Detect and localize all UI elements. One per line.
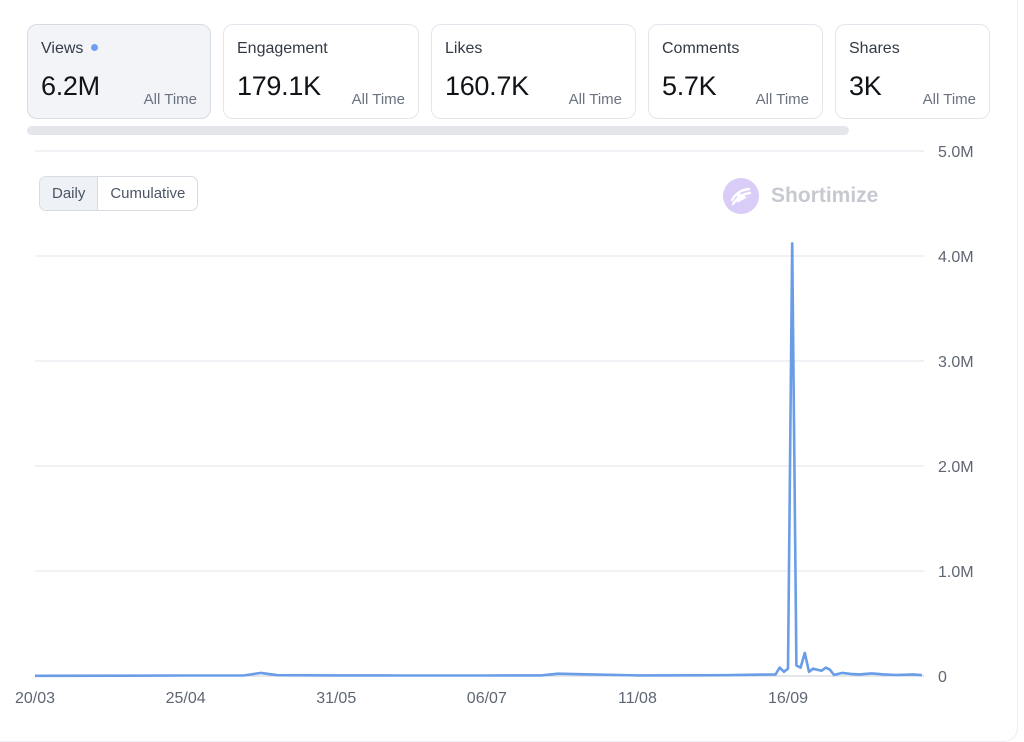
watermark: Shortimize — [723, 178, 878, 214]
metric-period-shares: All Time — [922, 91, 976, 108]
metric-period-likes: All Time — [568, 91, 622, 108]
y-tick-label: 2.0M — [938, 459, 974, 476]
view-mode-toggle: Daily Cumulative — [39, 176, 199, 211]
x-tick-label: 16/09 — [768, 690, 808, 707]
metric-value-shares: 3K — [849, 71, 882, 101]
metric-card-views[interactable]: Views 6.2M All Time — [27, 24, 211, 119]
watermark-brand: Shortimize — [771, 184, 879, 207]
metric-period-engagement: All Time — [351, 91, 405, 108]
y-tick-label: 4.0M — [938, 249, 974, 266]
metric-value-likes: 160.7K — [445, 71, 529, 101]
metric-period-comments: All Time — [755, 91, 809, 108]
y-tick-label: 3.0M — [938, 354, 974, 371]
metric-label-shares: Shares — [849, 40, 900, 57]
x-tick-label: 11/08 — [618, 690, 657, 707]
y-tick-label: 5.0M — [938, 144, 974, 161]
metric-card-shares[interactable]: Shares 3K All Time — [835, 24, 990, 119]
metric-label-likes: Likes — [445, 40, 483, 57]
views-series-line — [34, 242, 923, 678]
metric-value-comments: 5.7K — [662, 71, 717, 101]
metric-value-engagement: 179.1K — [237, 71, 321, 101]
y-tick-label: 0 — [938, 669, 947, 686]
metric-label-comments: Comments — [662, 40, 740, 57]
play-swoosh-icon — [723, 178, 759, 214]
toggle-cumulative[interactable]: Cumulative — [110, 185, 186, 202]
toggle-daily[interactable]: Daily — [40, 177, 99, 210]
metric-value-views: 6.2M — [41, 71, 100, 101]
metric-label-engagement: Engagement — [237, 40, 328, 57]
x-tick-label: 06/07 — [467, 690, 507, 707]
x-tick-label: 20/03 — [15, 690, 55, 707]
cards-scrollbar[interactable] — [27, 126, 849, 135]
metric-period-views: All Time — [143, 91, 197, 108]
x-tick-label: 31/05 — [316, 690, 356, 707]
metric-card-comments[interactable]: Comments 5.7K All Time — [648, 24, 823, 119]
active-dot-icon — [91, 44, 99, 51]
metric-card-engagement[interactable]: Engagement 179.1K All Time — [223, 24, 419, 119]
y-tick-label: 1.0M — [938, 564, 974, 581]
metric-label-views: Views — [41, 40, 84, 57]
x-tick-label: 25/04 — [166, 690, 206, 707]
metric-card-likes[interactable]: Likes 160.7K All Time — [431, 24, 636, 119]
